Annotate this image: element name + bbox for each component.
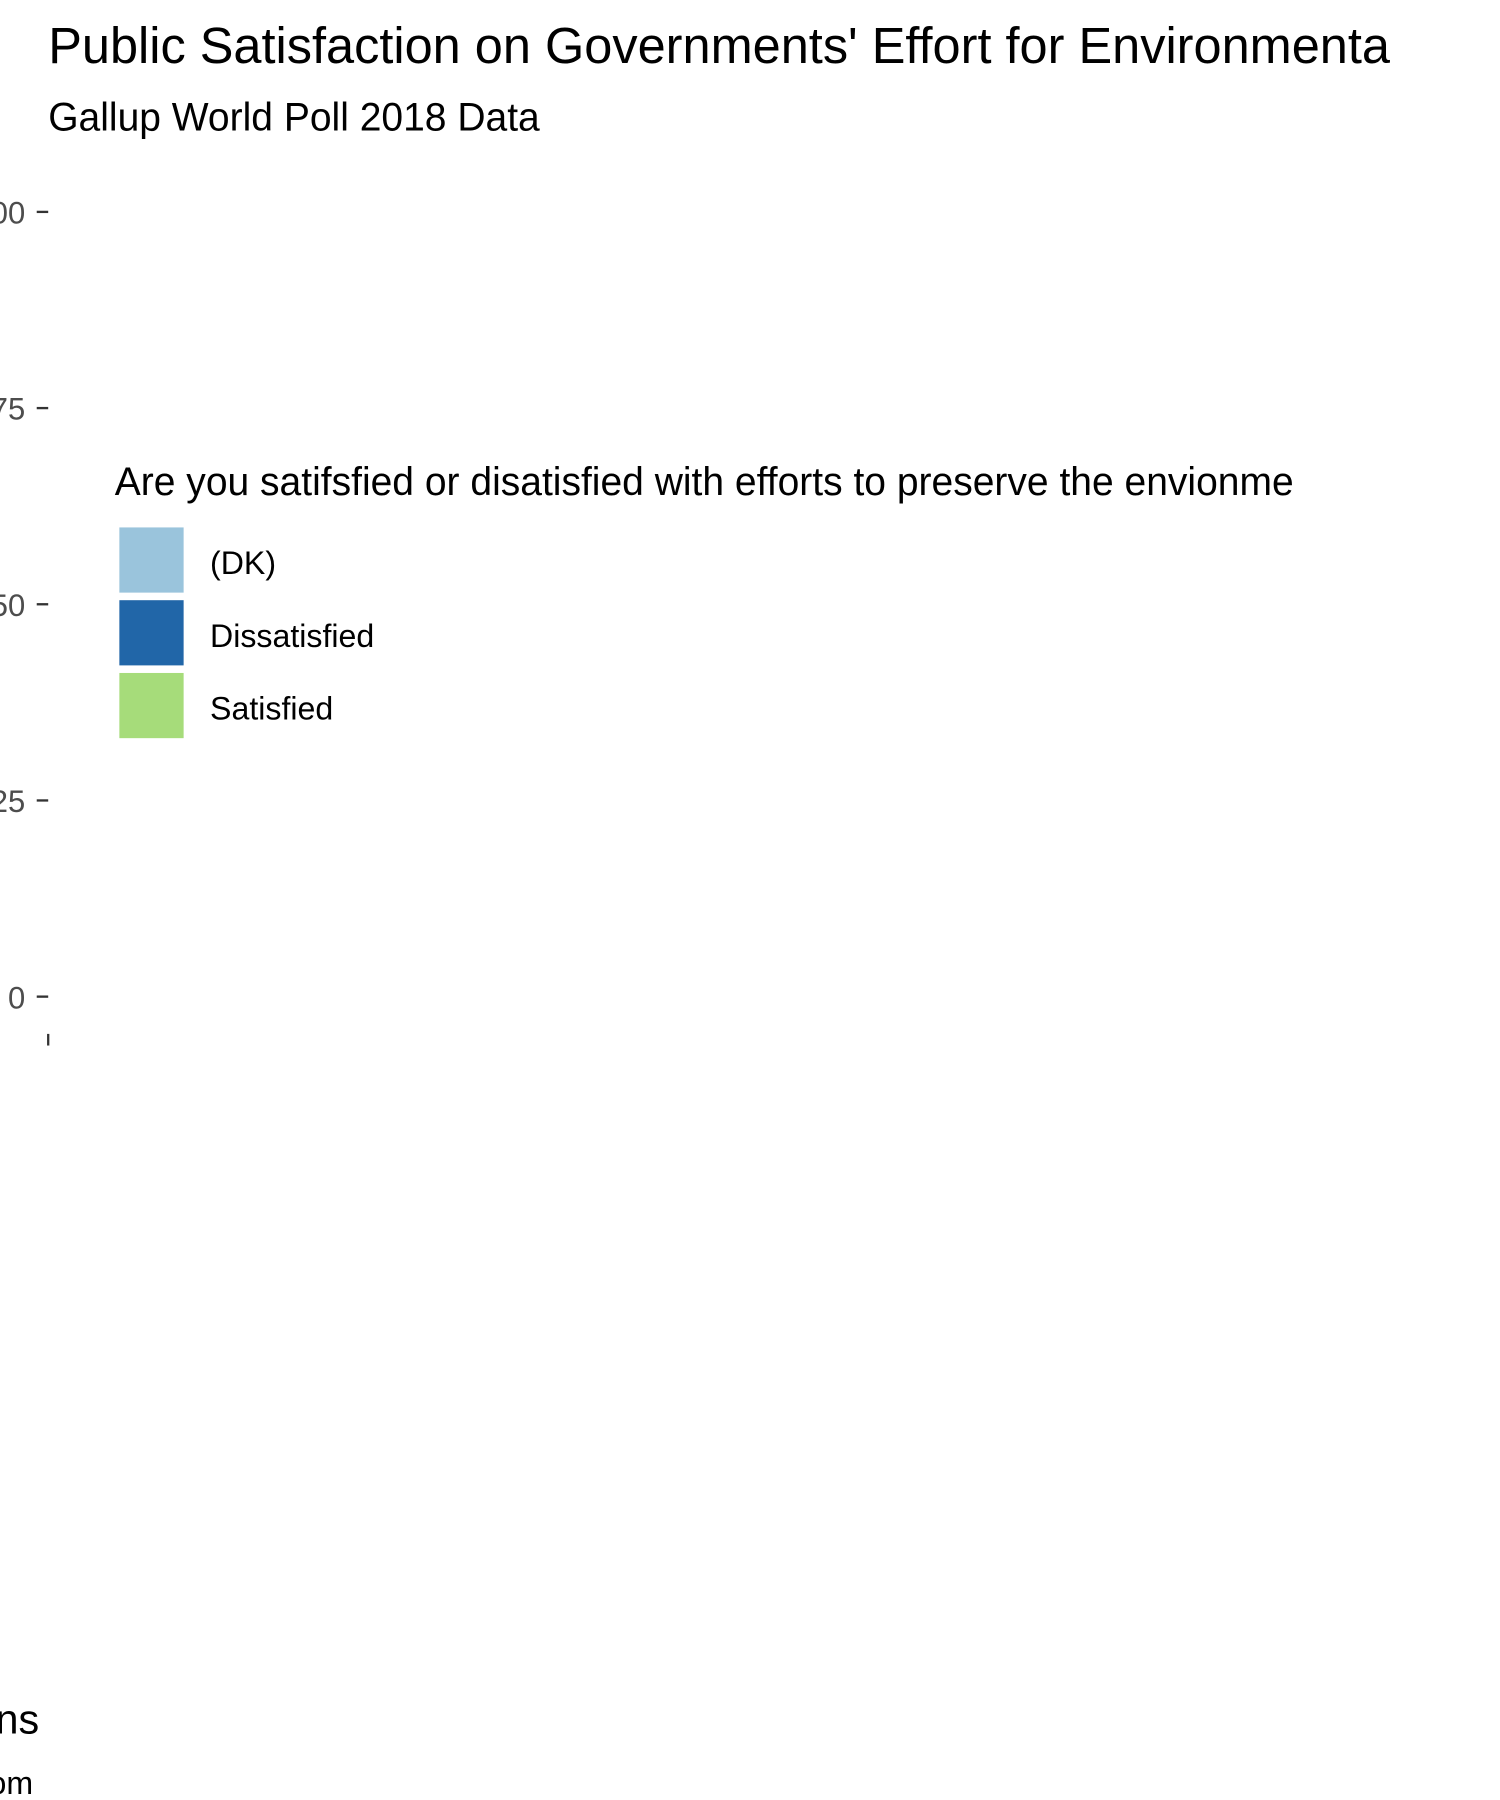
chart-subtitle: Gallup World Poll 2018 Data xyxy=(48,95,540,139)
legend-label: Dissatisfied xyxy=(210,618,374,654)
legend-swatch xyxy=(119,600,184,666)
legend-label: Satisfied xyxy=(210,690,333,726)
legend-title: Are you satifsfied or disatisfied with e… xyxy=(115,460,1294,504)
legend-label: (DK) xyxy=(210,545,276,581)
y-tick-label: 0 xyxy=(8,980,25,1015)
y-tick-label: 25 xyxy=(0,784,25,819)
y-tick-label: 100 xyxy=(0,195,25,230)
chart-title: Public Satisfaction on Governments' Effo… xyxy=(48,17,1391,74)
legend-swatch xyxy=(119,672,184,739)
y-tick-label: 75 xyxy=(0,392,25,427)
x-axis-label: al Regions xyxy=(0,1695,39,1742)
caption: om xyxy=(0,1765,33,1800)
y-tick-label: 50 xyxy=(0,588,25,623)
legend-swatch xyxy=(119,527,184,593)
